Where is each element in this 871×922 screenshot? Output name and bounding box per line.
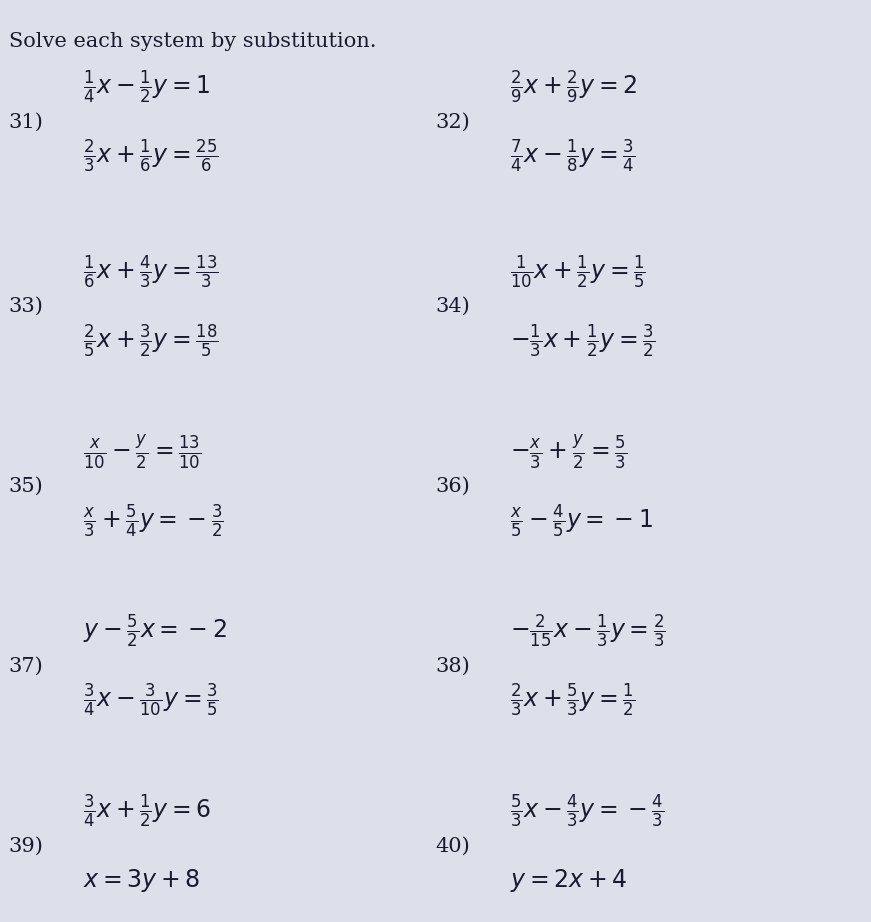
Text: 35): 35) [9,477,44,496]
Text: $y - \frac{5}{2}x = -2$: $y - \frac{5}{2}x = -2$ [83,613,226,650]
Text: 36): 36) [436,477,470,496]
Text: 38): 38) [436,656,470,676]
Text: $\frac{1}{4}x - \frac{1}{2}y = 1$: $\frac{1}{4}x - \frac{1}{2}y = 1$ [83,69,211,106]
Text: $\frac{2}{5}x + \frac{3}{2}y = \frac{18}{5}$: $\frac{2}{5}x + \frac{3}{2}y = \frac{18}… [83,323,219,360]
Text: $-\frac{x}{3} + \frac{y}{2} = \frac{5}{3}$: $-\frac{x}{3} + \frac{y}{2} = \frac{5}{3… [510,433,627,470]
Text: 34): 34) [436,297,470,316]
Text: $\frac{x}{3} + \frac{5}{4}y = -\frac{3}{2}$: $\frac{x}{3} + \frac{5}{4}y = -\frac{3}{… [83,502,224,539]
Text: $\frac{2}{9}x + \frac{2}{9}y = 2$: $\frac{2}{9}x + \frac{2}{9}y = 2$ [510,69,637,106]
Text: 37): 37) [9,656,44,676]
Text: $-\frac{1}{3}x + \frac{1}{2}y = \frac{3}{2}$: $-\frac{1}{3}x + \frac{1}{2}y = \frac{3}… [510,323,655,360]
Text: 40): 40) [436,836,470,856]
Text: $\frac{3}{4}x - \frac{3}{10}y = \frac{3}{5}$: $\frac{3}{4}x - \frac{3}{10}y = \frac{3}… [83,682,219,719]
Text: $\frac{x}{10} - \frac{y}{2} = \frac{13}{10}$: $\frac{x}{10} - \frac{y}{2} = \frac{13}{… [83,433,201,470]
Text: $\frac{2}{3}x + \frac{1}{6}y = \frac{25}{6}$: $\frac{2}{3}x + \frac{1}{6}y = \frac{25}… [83,138,219,175]
Text: 31): 31) [9,112,44,132]
Text: $y = 2x + 4$: $y = 2x + 4$ [510,867,627,894]
Text: 39): 39) [9,836,44,856]
Text: $\frac{x}{5} - \frac{4}{5}y = -1$: $\frac{x}{5} - \frac{4}{5}y = -1$ [510,502,652,539]
Text: $-\frac{2}{15}x - \frac{1}{3}y = \frac{2}{3}$: $-\frac{2}{15}x - \frac{1}{3}y = \frac{2… [510,613,665,650]
Text: 33): 33) [9,297,44,316]
Text: $\frac{3}{4}x + \frac{1}{2}y = 6$: $\frac{3}{4}x + \frac{1}{2}y = 6$ [83,793,211,830]
Text: $\frac{1}{10}x + \frac{1}{2}y = \frac{1}{5}$: $\frac{1}{10}x + \frac{1}{2}y = \frac{1}… [510,254,645,290]
Text: $\frac{5}{3}x - \frac{4}{3}y = -\frac{4}{3}$: $\frac{5}{3}x - \frac{4}{3}y = -\frac{4}… [510,793,664,830]
Text: 32): 32) [436,112,470,132]
Text: $\frac{1}{6}x + \frac{4}{3}y = \frac{13}{3}$: $\frac{1}{6}x + \frac{4}{3}y = \frac{13}… [83,254,219,290]
Text: $\frac{7}{4}x - \frac{1}{8}y = \frac{3}{4}$: $\frac{7}{4}x - \frac{1}{8}y = \frac{3}{… [510,138,635,175]
Text: $x = 3y + 8$: $x = 3y + 8$ [83,867,199,894]
Text: Solve each system by substitution.: Solve each system by substitution. [9,32,376,52]
Text: $\frac{2}{3}x + \frac{5}{3}y = \frac{1}{2}$: $\frac{2}{3}x + \frac{5}{3}y = \frac{1}{… [510,682,635,719]
